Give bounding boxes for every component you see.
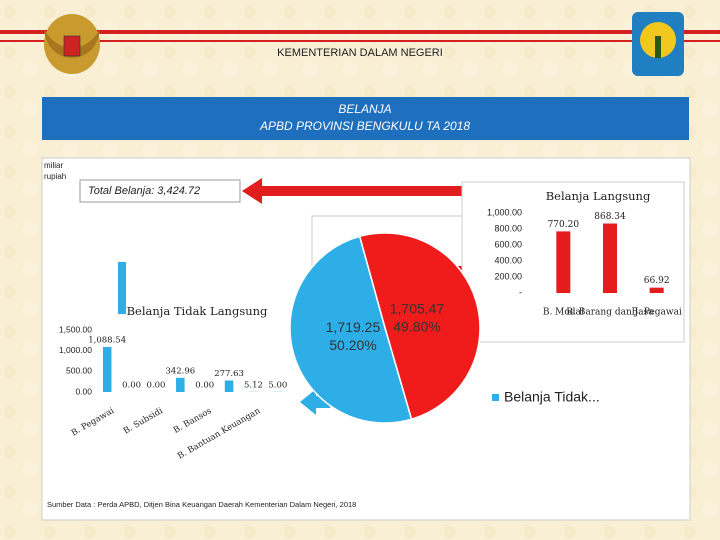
y-tick-label: 400.00 — [494, 255, 522, 265]
bar — [102, 347, 112, 392]
value-label: 5.12 — [244, 380, 263, 390]
legend-swatch — [492, 394, 499, 401]
bar — [176, 377, 185, 392]
title-line: BELANJA — [338, 102, 391, 116]
pie-slice — [358, 232, 481, 421]
total-box — [79, 179, 241, 203]
x-tick-label: B. Modal — [543, 308, 584, 318]
y-tick-label: 1,000.00 — [487, 207, 522, 217]
bar — [224, 380, 234, 392]
legend-label: Belanja Tidak... — [504, 389, 600, 405]
header-stripe — [0, 30, 720, 34]
value-label: 342.96 — [165, 366, 195, 376]
bar — [603, 223, 617, 293]
value-label: 277.63 — [214, 369, 244, 379]
value-label: 0.00 — [122, 381, 141, 391]
arrow — [242, 178, 470, 204]
bar — [649, 287, 664, 293]
percent-label: 50.20% — [329, 337, 376, 353]
chart-frame — [461, 181, 685, 343]
y-tick-label: 800.00 — [494, 223, 522, 233]
percent-label: 49.80% — [393, 319, 440, 335]
title-line: APBD PROVINSI BENGKULU TA 2018 — [259, 119, 470, 133]
value-label: 1,088.54 — [88, 336, 126, 346]
unit-label: miliar rupiah — [44, 161, 67, 181]
y-tick-label: 500.00 — [66, 366, 92, 376]
value-label: 5.00 — [268, 380, 287, 390]
arrow-stem — [118, 262, 126, 314]
y-tick-label: 600.00 — [494, 239, 522, 249]
total-label: Total Belanja: 3,424.72 — [88, 185, 200, 197]
chart-title: Belanja Tidak Langsung — [127, 304, 268, 318]
value-label: 868.34 — [594, 212, 626, 222]
pie-slice — [289, 235, 413, 424]
value-label: 770.20 — [548, 220, 580, 230]
value-label: 1,719.25 — [326, 319, 381, 335]
chart-title: Belanja Langsung — [546, 189, 651, 203]
value-label: 66.92 — [644, 276, 670, 286]
bar — [556, 231, 571, 293]
y-tick-label: 0.00 — [75, 386, 92, 396]
title-box — [42, 97, 689, 140]
y-tick-label: 1,000.00 — [59, 345, 92, 355]
kemendagri-logo — [632, 12, 684, 76]
garuda-logo — [44, 14, 100, 74]
value-label: 0.00 — [195, 381, 214, 391]
x-tick-label: B. Pegawai — [631, 308, 682, 318]
ministry-name: KEMENTERIAN DALAM NEGERI — [277, 47, 443, 59]
arrow — [300, 389, 330, 415]
header-stripe — [0, 40, 720, 42]
y-tick-label: 200.00 — [494, 271, 522, 281]
source-note: Sumber Data : Perda APBD, Ditjen Bina Ke… — [47, 500, 356, 509]
unit-box: miliar rupiah — [44, 161, 67, 181]
value-label: 0.00 — [146, 381, 165, 391]
value-label: 1,705.47 — [390, 301, 445, 317]
y-tick-label: - — [519, 287, 522, 297]
x-tick-label: B. Barang dan Jasa — [566, 308, 654, 318]
y-tick-label: 1,500.00 — [59, 324, 92, 334]
